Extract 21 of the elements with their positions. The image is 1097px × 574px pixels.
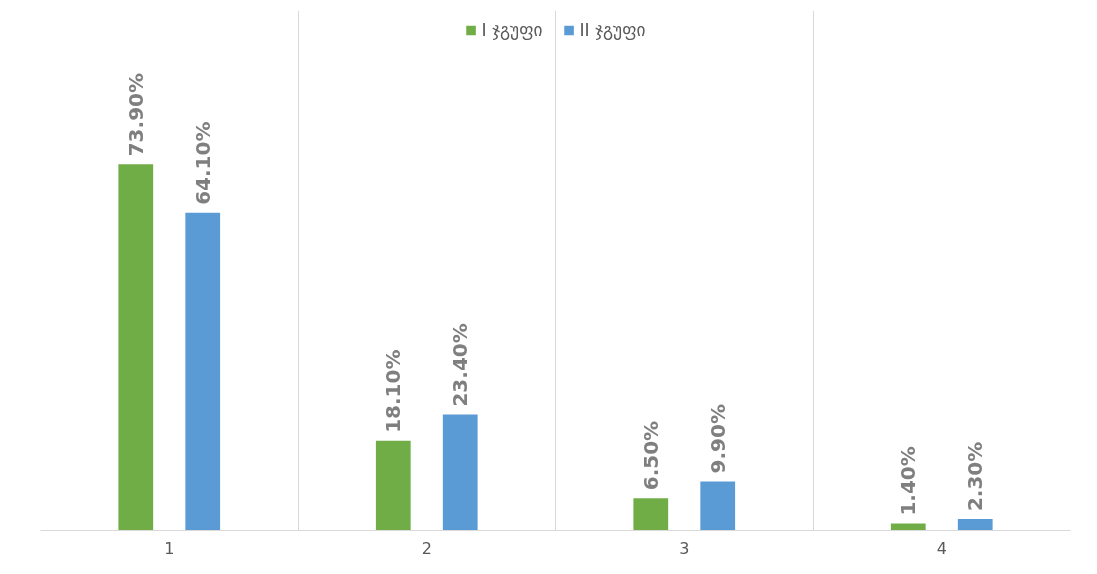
bar bbox=[700, 481, 736, 531]
bar bbox=[633, 498, 669, 531]
data-label: 23.40% bbox=[448, 323, 473, 407]
data-label: 1.40% bbox=[896, 446, 921, 516]
x-tick-label: 1 bbox=[164, 538, 175, 558]
data-label: 64.10% bbox=[190, 121, 215, 205]
x-tick-label: 4 bbox=[936, 538, 947, 558]
x-tick-label: 2 bbox=[421, 538, 432, 558]
data-label: 73.90% bbox=[123, 72, 148, 157]
data-label: 6.50% bbox=[638, 420, 663, 491]
x-tick-label: 3 bbox=[679, 538, 690, 558]
bar bbox=[185, 212, 221, 531]
data-label: 9.90% bbox=[705, 404, 730, 474]
bar bbox=[442, 414, 478, 531]
bar bbox=[375, 440, 411, 531]
legend-label: I ჯგუფი bbox=[481, 20, 543, 40]
data-label: 2.30% bbox=[963, 441, 988, 512]
legend-label: II ჯგუფი bbox=[579, 20, 646, 40]
data-label: 18.10% bbox=[381, 349, 406, 433]
bar bbox=[957, 519, 993, 531]
bar bbox=[118, 164, 154, 531]
